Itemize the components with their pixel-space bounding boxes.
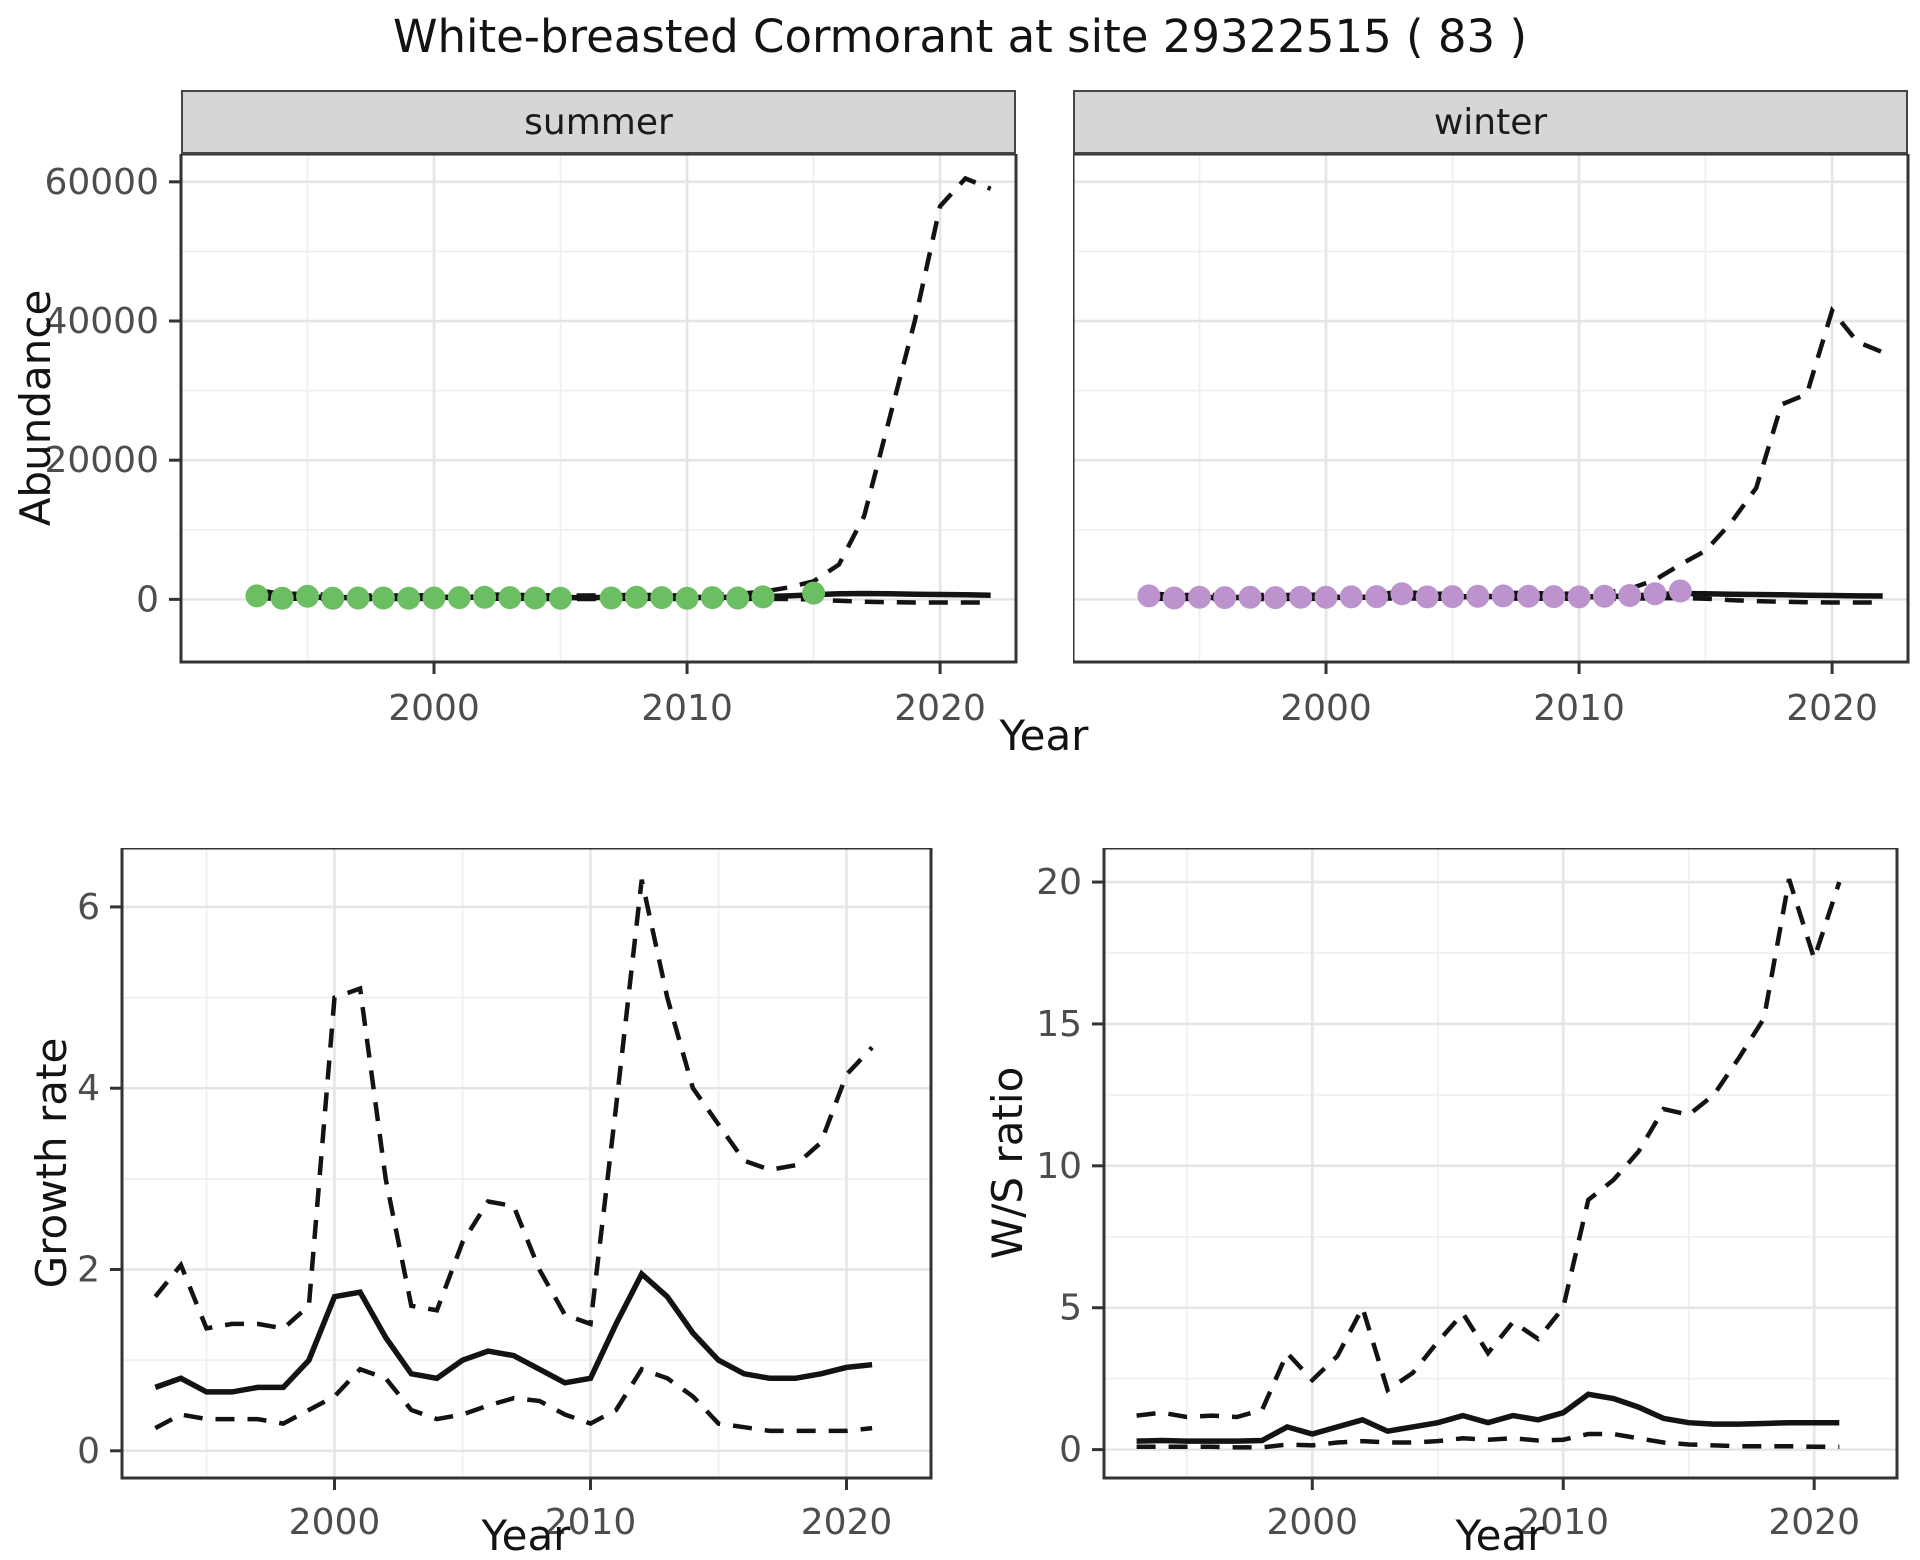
y-tick-label: 10 xyxy=(1036,1146,1082,1187)
observed-counts-point xyxy=(1567,585,1591,609)
lower-credible-interval-line xyxy=(1148,595,1883,605)
observed-counts-point xyxy=(1415,585,1439,609)
x-tick-label: 2000 xyxy=(1266,1502,1358,1543)
y-tick-label: 2 xyxy=(77,1250,100,1291)
facet-strip-winter: winter xyxy=(1073,90,1908,154)
observed-counts-point xyxy=(650,586,674,610)
observed-counts-point xyxy=(549,586,572,610)
observed-counts-point xyxy=(1441,585,1464,609)
observed-counts-point xyxy=(675,586,699,610)
ws-ratio-chart: 2000 2010 2020 0 5 10 15 20 xyxy=(1036,848,1899,1543)
observed-counts-point xyxy=(1365,585,1389,609)
y-tick-label: 15 xyxy=(1036,1004,1082,1045)
y-axis-title-ws-ratio: W/S ratio xyxy=(983,1066,1032,1260)
observed-counts-point xyxy=(1213,586,1237,610)
y-tick-label: 60000 xyxy=(44,162,159,203)
observed-counts-point xyxy=(700,586,724,610)
lower-credible-interval-line xyxy=(1136,1431,1840,1450)
observed-counts-point xyxy=(447,586,471,610)
x-tick-label: 2000 xyxy=(388,688,480,729)
y-axis-title-abundance: Abundance xyxy=(11,289,60,527)
y-axis-title-growth-rate: Growth rate xyxy=(27,1037,76,1289)
observed-counts-point xyxy=(1592,584,1616,608)
observed-counts-point xyxy=(1339,585,1363,609)
y-tick-label: 0 xyxy=(77,1431,100,1472)
upper-credible-interval-line xyxy=(256,175,992,598)
observed-counts-point xyxy=(523,586,547,610)
observed-counts-point xyxy=(1466,584,1490,608)
y-tick-label: 0 xyxy=(1059,1430,1082,1471)
observed-counts-point xyxy=(625,585,648,609)
x-axis-title-year-top: Year xyxy=(999,711,1089,760)
y-tick-label: 5 xyxy=(1059,1288,1082,1329)
observed-counts-point xyxy=(473,585,497,609)
observed-counts-point xyxy=(1137,584,1161,608)
y-tick-label: 20 xyxy=(1036,862,1082,903)
upper-credible-interval-line xyxy=(1136,878,1842,1420)
observed-counts-point xyxy=(1542,585,1566,609)
observed-counts-point xyxy=(1314,585,1338,609)
x-tick-label: 2020 xyxy=(1786,688,1878,729)
observed-counts-point xyxy=(726,586,750,610)
observed-counts-point xyxy=(1263,586,1287,610)
observed-counts-point xyxy=(1390,582,1414,606)
observed-counts-point xyxy=(1188,585,1211,609)
observed-counts-point xyxy=(1491,584,1515,608)
plot-title: White-breasted Cormorant at site 2932251… xyxy=(392,10,1528,63)
observed-counts-point xyxy=(397,586,421,610)
x-tick-label: 2020 xyxy=(801,1502,893,1543)
x-tick-label: 2020 xyxy=(894,688,986,729)
observed-counts-point xyxy=(1618,584,1642,607)
summer-abundance-chart: 2000 2010 2020 0 20000 40000 60000 xyxy=(44,154,1018,729)
facet-strip-summer: summer xyxy=(181,90,1016,154)
facet-strip-winter-label: winter xyxy=(1433,101,1548,143)
panel-border xyxy=(1073,154,1910,664)
observed-counts-point xyxy=(751,585,775,609)
observed-counts-point xyxy=(599,586,623,610)
lower-credible-interval-line xyxy=(256,596,991,605)
y-tick-label: 4 xyxy=(77,1068,100,1109)
x-tick-label: 2010 xyxy=(1517,1502,1609,1543)
x-axis-title-year-ws: Year xyxy=(1455,1511,1545,1560)
x-tick-label: 2010 xyxy=(545,1502,637,1543)
observed-counts-point xyxy=(1643,582,1667,606)
y-tick-label: 0 xyxy=(136,579,159,620)
upper-credible-interval-line xyxy=(1148,305,1884,598)
observed-counts-point xyxy=(245,584,269,608)
panel-border xyxy=(120,848,933,1480)
observed-counts-point xyxy=(1238,585,1262,609)
ws-ratio-median-line xyxy=(1136,1391,1840,1444)
panel-border xyxy=(179,154,1018,664)
observed-counts-point xyxy=(1517,584,1540,608)
observed-counts-point xyxy=(321,586,345,610)
x-tick-label: 2020 xyxy=(1768,1502,1860,1543)
upper-credible-interval-line xyxy=(153,879,874,1331)
observed-counts-point xyxy=(371,586,395,610)
winter-abundance-chart: 2000 2010 2020 xyxy=(1073,154,1910,729)
x-tick-label: 2000 xyxy=(1280,688,1372,729)
y-tick-label: 20000 xyxy=(44,440,159,481)
observed-counts-point xyxy=(498,586,522,610)
observed-counts-point xyxy=(1162,586,1186,610)
panel-border xyxy=(1102,848,1899,1480)
x-tick-label: 2010 xyxy=(641,688,733,729)
x-tick-label: 2010 xyxy=(1533,688,1625,729)
observed-counts-point xyxy=(1289,585,1313,609)
y-tick-label: 40000 xyxy=(44,301,159,342)
observed-counts-point xyxy=(346,586,370,610)
observed-counts-point xyxy=(1668,579,1692,603)
growth-rate-median-line xyxy=(154,1269,873,1395)
x-tick-label: 2000 xyxy=(289,1502,381,1543)
observed-counts-point xyxy=(296,584,319,608)
observed-counts-point xyxy=(270,586,294,610)
growth-rate-chart: 2000 2010 2020 0 2 4 6 xyxy=(77,848,933,1543)
facet-strip-summer-label: summer xyxy=(524,101,673,143)
observed-counts-point xyxy=(422,586,446,610)
x-axis-title-year-growth: Year xyxy=(481,1511,571,1560)
y-tick-label: 6 xyxy=(77,887,100,928)
observed-counts-point xyxy=(802,581,826,605)
lower-credible-interval-line xyxy=(154,1366,873,1434)
